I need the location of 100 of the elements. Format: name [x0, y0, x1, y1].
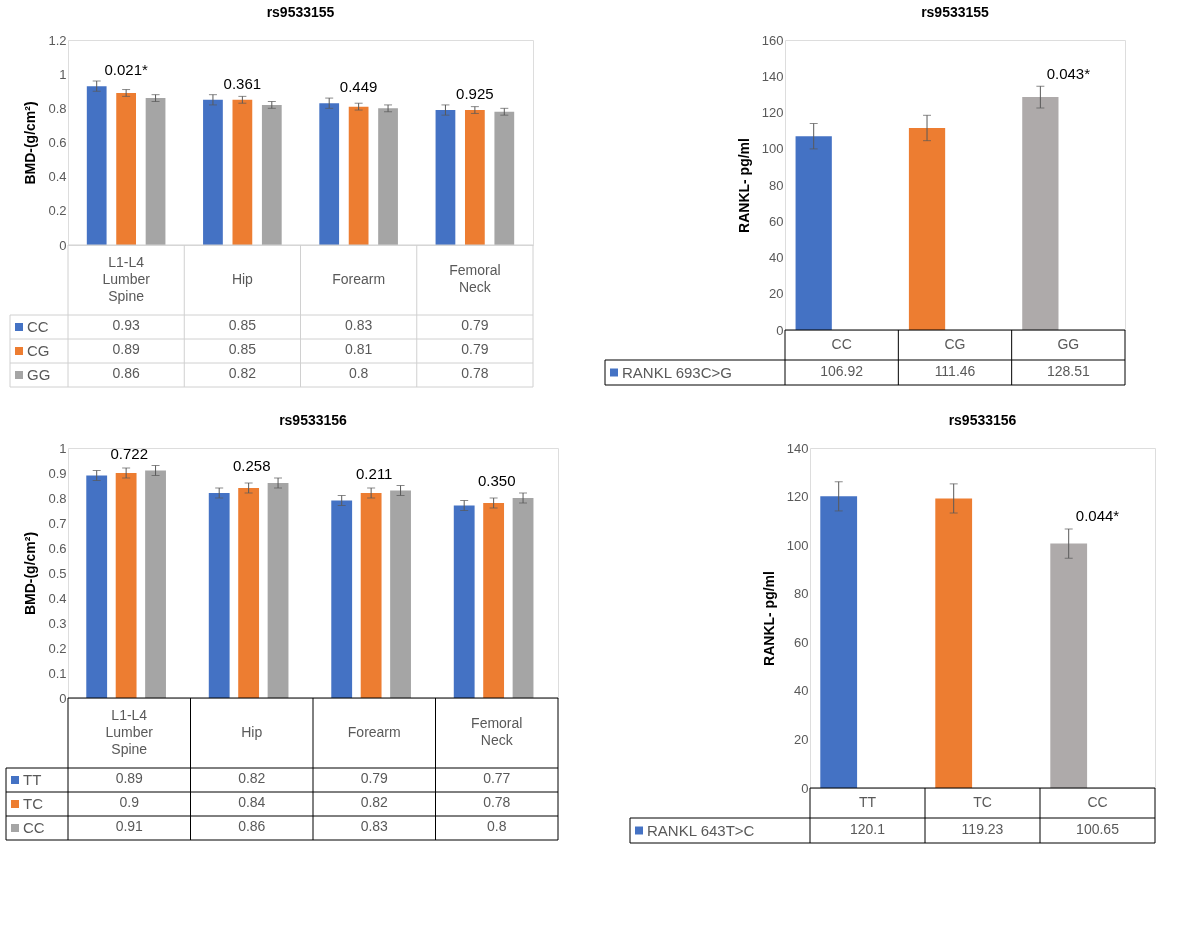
data-label: 0.85 [228, 317, 257, 333]
data-label: 0.85 [228, 341, 257, 357]
legend-label: RANKL 643T>C [647, 821, 755, 839]
y-axis-title: RANKL- pg/ml [735, 138, 752, 233]
y-tick-label: 60 [769, 213, 784, 229]
x-tick-label: Femoral Neck [471, 715, 523, 748]
data-label: 0.91 [115, 818, 144, 834]
annotation: 0.043* [1046, 64, 1091, 82]
data-label: 0.93 [112, 317, 140, 333]
x-tick-label: Hip [241, 723, 263, 740]
bar [86, 86, 107, 245]
x-tick-label: L1-L4 Lumber Spine [102, 253, 151, 304]
bar [820, 496, 858, 788]
annotation: 0.361 [223, 74, 262, 92]
data-label: 0.9 [119, 794, 140, 810]
data-label: 106.92 [820, 362, 864, 379]
data-label: 0.86 [238, 818, 266, 834]
data-label: 0.81 [345, 341, 373, 357]
annotation: 0.722 [110, 444, 149, 462]
bar [795, 136, 832, 330]
y-axis-title: BMD-(g/cm²) [22, 101, 39, 185]
bar [1022, 97, 1059, 330]
bar [453, 505, 475, 698]
chart-title: rs9533156 [279, 412, 348, 428]
data-label: 111.46 [934, 362, 976, 379]
annotation: 0.021* [104, 60, 148, 78]
x-tick-label: Hip [231, 270, 254, 287]
data-label: 0.79 [461, 341, 489, 357]
chart-title: rs9533156 [948, 412, 1017, 428]
annotation: 0.449 [339, 78, 378, 96]
y-tick-label: 0 [776, 322, 784, 338]
bar [464, 110, 485, 245]
y-tick-label: 0.2 [48, 640, 67, 656]
y-tick-label: 0.8 [48, 490, 67, 506]
bar [435, 110, 456, 245]
bar [494, 111, 515, 245]
bar [145, 470, 166, 698]
data-label: 0.78 [461, 365, 489, 381]
bar [86, 475, 108, 698]
bar [390, 490, 411, 698]
y-tick-label: 160 [761, 32, 784, 48]
y-tick-label: 80 [769, 177, 784, 193]
legend-label: GG [27, 366, 51, 383]
data-label: 0.82 [238, 770, 266, 786]
y-tick-label: 0.4 [48, 169, 67, 185]
data-label: 120.1 [849, 820, 886, 837]
bar [378, 108, 398, 245]
annotation: 0.211 [356, 464, 393, 482]
y-tick-label: 0 [59, 690, 67, 706]
data-label: 128.51 [1046, 362, 1090, 379]
bar [261, 104, 282, 245]
chart-title: rs9533155 [921, 4, 990, 20]
data-label: 0.77 [483, 770, 511, 786]
x-tick-label: TC [973, 793, 992, 810]
data-label: 0.8 [348, 365, 369, 381]
y-tick-label: 0.3 [48, 615, 67, 631]
bar [908, 127, 946, 330]
y-tick-label: 0.6 [48, 135, 67, 150]
x-tick-label: Femoral Neck [449, 262, 501, 295]
y-tick-label: 0.1 [48, 665, 67, 681]
bar [115, 473, 137, 698]
bar [512, 498, 534, 698]
x-tick-label: L1-L4 Lumber Spine [105, 706, 154, 757]
y-tick-label: 1 [59, 66, 67, 82]
bar [116, 92, 137, 245]
data-label: 0.83 [360, 818, 389, 834]
y-tick-label: 0.6 [48, 540, 67, 556]
data-label: 0.79 [461, 317, 489, 333]
legend-label: RANKL 693C>G [622, 363, 732, 381]
data-label: 0.86 [112, 365, 140, 381]
bar [348, 106, 369, 245]
y-tick-label: 1.2 [48, 32, 67, 48]
y-tick-label: 0.2 [48, 203, 67, 219]
x-tick-label: TT [858, 793, 877, 810]
y-tick-label: 0.9 [48, 465, 67, 481]
y-tick-label: 120 [761, 105, 784, 120]
data-label: 0.83 [345, 317, 373, 333]
x-tick-label: CC [831, 335, 852, 352]
y-tick-label: 0 [801, 780, 809, 796]
bar [331, 500, 353, 698]
bar [267, 483, 289, 698]
data-label: 0.89 [112, 341, 140, 357]
bar [232, 99, 253, 245]
bar [319, 103, 340, 245]
y-tick-label: 0.5 [48, 565, 67, 581]
data-label: 0.84 [238, 794, 266, 810]
data-label: 0.82 [228, 365, 257, 381]
annotation: 0.044* [1075, 506, 1120, 524]
bar [145, 98, 166, 245]
x-tick-label: GG [1057, 335, 1080, 352]
chart-title: rs9533155 [266, 4, 335, 20]
y-tick-label: 40 [794, 683, 809, 699]
bar [935, 498, 973, 788]
x-tick-label: CG [944, 335, 966, 352]
bar [238, 488, 260, 698]
annotation: 0.258 [232, 457, 271, 475]
y-tick-label: 20 [769, 286, 784, 302]
y-tick-label: 120 [786, 489, 809, 505]
x-tick-label: Forearm [332, 270, 386, 287]
y-tick-label: 80 [794, 586, 809, 602]
